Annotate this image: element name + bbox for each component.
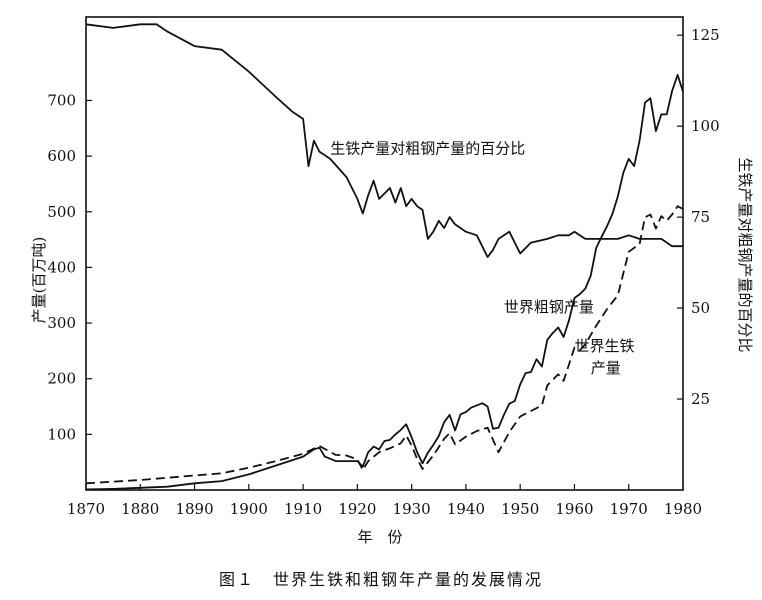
series-line-2: [85, 23, 683, 258]
x-tick-label: 1940: [447, 500, 485, 518]
x-tick-label: 1960: [555, 500, 593, 518]
series-annotation: 生铁产量对粗钢产量的百分比: [330, 139, 525, 157]
series-annotation: 世界生铁: [574, 337, 634, 355]
left-y-tick-label: 100: [47, 425, 76, 443]
series-annotation: 产量: [591, 359, 621, 377]
left-y-tick-label: 600: [47, 147, 76, 165]
x-axis-title: 年 份: [357, 528, 402, 546]
x-tick-label: 1930: [393, 500, 431, 518]
series-line-0: [85, 74, 684, 491]
x-tick-label: 1920: [338, 500, 376, 518]
right-y-tick-label: 25: [691, 390, 710, 408]
x-tick-label: 1910: [284, 500, 322, 518]
right-y-tick-label: 75: [691, 208, 710, 226]
left-y-tick-label: 300: [47, 314, 76, 332]
plot-frame: [85, 16, 684, 491]
x-tick-label: 1900: [230, 500, 268, 518]
axis-ticks: 1870 1880 1890 1900 1910 1920 1930 1940 1950 1960…: [47, 26, 719, 518]
left-y-tick-label: 200: [47, 370, 76, 388]
x-tick-label: 1970: [610, 500, 648, 518]
left-y-tick-label: 700: [47, 91, 76, 109]
x-tick-label: 1890: [175, 500, 213, 518]
right-y-tick-label: 50: [691, 299, 710, 317]
left-y-tick-label: 500: [47, 203, 76, 221]
x-tick-label: 1880: [121, 500, 159, 518]
left-y-tick-label: 400: [47, 258, 76, 276]
x-tick-label: 1950: [501, 500, 539, 518]
series-annotation: 世界粗钢产量: [504, 298, 594, 316]
right-y-tick-label: 100: [691, 117, 720, 135]
x-tick-label: 1980: [664, 500, 702, 518]
series-layer: [85, 23, 684, 491]
right-axis-title: 生铁产量对粗钢产量的百分比: [736, 157, 754, 352]
x-tick-label: 1870: [67, 500, 105, 518]
figure-caption: 图１ 世界生铁和粗钢年产量的发展情况: [218, 570, 543, 589]
left-axis-title: 产量(百万吨): [30, 237, 48, 324]
right-y-tick-label: 125: [691, 26, 720, 44]
series-line-1: [85, 205, 684, 485]
